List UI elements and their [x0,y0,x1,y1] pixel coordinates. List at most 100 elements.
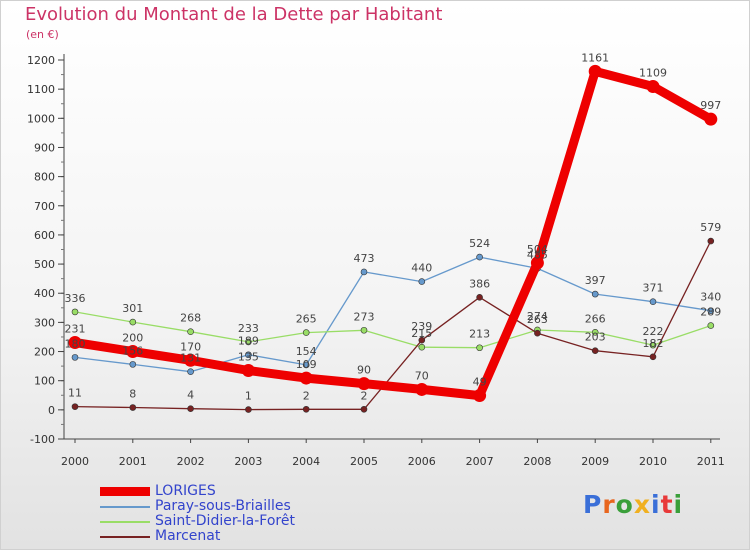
series-point-1 [591,290,599,298]
series-point-3 [591,347,599,354]
y-tick-label: 300 [34,316,55,329]
series-point-1 [476,253,483,261]
y-tick-label: 1200 [27,54,55,67]
series-lines [68,64,718,413]
chart-title: Evolution du Montant de la Dette par Hab… [25,4,443,25]
series-point-2 [129,318,137,326]
data-label: 274 [527,310,548,323]
series-point-2 [707,322,715,329]
series-point-0 [704,112,718,126]
series-point-3 [71,403,79,410]
data-label: 440 [411,262,432,275]
series-point-2 [245,338,252,346]
series-point-3 [360,405,368,413]
series-point-2 [591,328,599,336]
data-label: 265 [296,313,317,326]
series-point-2 [649,341,657,349]
data-label: 8 [129,388,136,401]
y-tick-label: 800 [34,171,55,184]
y-tick-label: 900 [34,141,55,154]
series-point-2 [302,329,310,336]
series-point-0 [415,382,429,396]
data-label: 1 [245,390,252,403]
legend-item: LORIGES [100,484,295,499]
series-point-3 [129,404,137,411]
data-label: 340 [700,291,721,304]
data-label: 70 [415,369,429,382]
data-label: 49 [473,376,487,389]
y-tick-label: 700 [34,200,55,213]
series-line-1 [74,256,712,373]
data-label: 90 [357,364,371,377]
data-label: 11 [68,387,82,400]
series-point-1 [707,307,715,315]
legend-label: Saint-Didier-la-Forêt [155,513,295,529]
series-point-1 [360,268,368,276]
series-point-0 [588,64,602,78]
data-label: 233 [238,322,259,335]
data-label: 1109 [639,67,667,80]
data-label: 4 [187,389,194,402]
legend-swatch [100,520,150,523]
legend-item: Saint-Didier-la-Forêt [100,514,295,529]
data-label: 189 [238,335,259,348]
series-point-1 [129,361,137,368]
data-label: 473 [354,252,375,265]
data-label: 289 [700,306,721,319]
unit-label: (en €) [26,28,59,41]
y-tick-label: 1100 [27,83,55,96]
data-label: 2 [303,389,310,402]
data-label: 231 [65,323,86,336]
legend-swatch [100,487,150,496]
data-label: 336 [65,292,86,305]
series-point-1 [187,368,194,375]
x-tick-label: 2003 [234,455,262,468]
series-point-1 [71,354,79,361]
data-label: 239 [411,320,432,333]
series-point-0 [68,336,82,350]
y-tick-label: 100 [34,375,55,388]
data-label: 266 [585,312,606,325]
data-label: 397 [585,274,606,287]
series-point-0 [126,345,140,359]
data-label: 301 [122,302,143,315]
series-line-2 [74,311,712,349]
y-tick-label: 0 [48,404,55,417]
data-label: 154 [296,345,317,358]
x-tick-label: 2010 [639,455,667,468]
data-label: 170 [180,340,201,353]
data-label: 579 [700,221,721,234]
data-label: 504 [527,243,548,256]
series-point-3 [476,294,483,301]
y-tick-label: 1000 [27,112,55,125]
series-point-2 [476,344,483,352]
series-point-0 [241,363,255,377]
data-label: 180 [65,337,86,350]
series-point-0 [473,389,487,403]
logo-letter: r [602,490,616,519]
data-label: 203 [585,331,606,344]
series-point-2 [71,308,79,316]
series-line-0 [70,66,716,401]
series-point-1 [302,361,310,369]
data-label: 156 [122,344,143,357]
series-point-0 [646,80,660,94]
legend-swatch [100,535,150,538]
y-tick-label: 500 [34,258,55,271]
data-label: 222 [643,325,664,338]
data-label: 109 [296,358,317,371]
series-line-3 [74,240,712,411]
data-label: 213 [469,328,490,341]
data-label: 371 [643,282,664,295]
data-label: 215 [411,327,432,340]
x-tick-label: 2004 [292,455,320,468]
series-point-2 [418,343,426,351]
data-label: 135 [238,350,259,363]
x-tick-label: 2008 [523,455,551,468]
series-point-3 [418,336,426,344]
series-point-2 [360,326,368,334]
x-tick-label: 2006 [408,455,436,468]
series-point-3 [245,406,252,413]
logo-letter: i [651,490,661,519]
data-label: 182 [643,337,664,350]
